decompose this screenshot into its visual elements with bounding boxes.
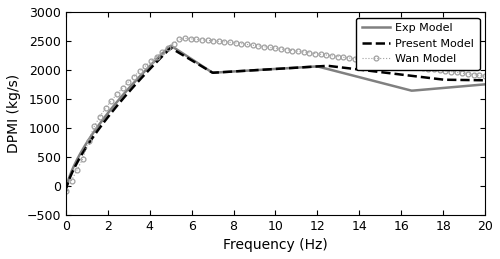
Exp Model — [366, 78, 372, 81]
Exp Model — [114, 101, 119, 104]
Present Model — [63, 190, 69, 193]
Wan Model — [182, 37, 188, 40]
Exp Model — [482, 83, 488, 86]
Wan Model — [442, 69, 448, 73]
Present Model — [366, 69, 372, 72]
Exp Model — [200, 65, 206, 68]
Wan Model — [397, 63, 403, 67]
Line: Exp Model: Exp Model — [66, 46, 485, 191]
Present Model — [368, 69, 374, 73]
Wan Model — [97, 115, 103, 118]
Wan Model — [403, 64, 409, 67]
Exp Model — [328, 68, 334, 71]
Wan Model — [386, 62, 392, 65]
Present Model — [114, 105, 119, 108]
Exp Model — [63, 190, 69, 193]
Present Model — [168, 46, 174, 49]
Y-axis label: DPMI (kg/s): DPMI (kg/s) — [7, 74, 21, 153]
Present Model — [230, 70, 236, 73]
Legend: Exp Model, Present Model, Wan Model: Exp Model, Present Model, Wan Model — [356, 18, 480, 70]
Exp Model — [368, 79, 374, 82]
Wan Model — [482, 75, 488, 78]
Present Model — [482, 79, 488, 82]
Present Model — [200, 66, 206, 69]
X-axis label: Frequency (Hz): Frequency (Hz) — [223, 238, 328, 252]
Present Model — [328, 64, 334, 68]
Exp Model — [230, 70, 236, 73]
Wan Model — [414, 66, 420, 69]
Line: Wan Model: Wan Model — [64, 36, 488, 194]
Wan Model — [63, 190, 69, 193]
Line: Present Model: Present Model — [66, 48, 485, 191]
Exp Model — [168, 44, 174, 47]
